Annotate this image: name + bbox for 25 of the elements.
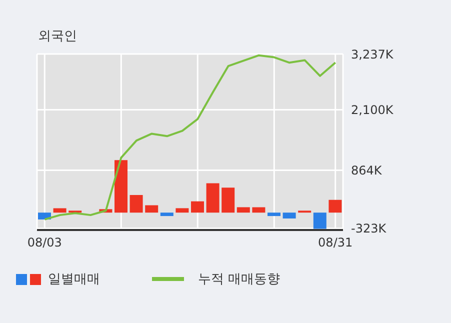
- x-tick-label: 08/31: [318, 236, 353, 250]
- y-tick-label: -323K: [351, 222, 388, 236]
- bar: [114, 160, 128, 213]
- bar: [176, 208, 189, 213]
- bar: [222, 188, 235, 213]
- bar: [313, 212, 326, 229]
- y-tick-label: 2,100K: [351, 102, 394, 117]
- line-series: [44, 54, 336, 220]
- bar: [252, 207, 266, 213]
- bar: [130, 194, 143, 213]
- bar: [282, 212, 296, 218]
- bar: [268, 212, 280, 216]
- bar: [236, 207, 250, 213]
- legend-label: 누적 매매동향: [198, 271, 280, 288]
- y-tick-label: 864K: [351, 164, 383, 178]
- x-tick-label: 08/03: [27, 236, 62, 250]
- chart-title: 외국인: [38, 28, 77, 45]
- bar: [145, 205, 158, 213]
- legend-label: 일별매매: [48, 271, 100, 288]
- bar: [160, 212, 174, 216]
- y-tick-label: 3,237K: [351, 47, 394, 62]
- bar: [53, 208, 66, 213]
- bar: [191, 201, 204, 213]
- bar: [328, 200, 342, 213]
- bar: [206, 183, 220, 213]
